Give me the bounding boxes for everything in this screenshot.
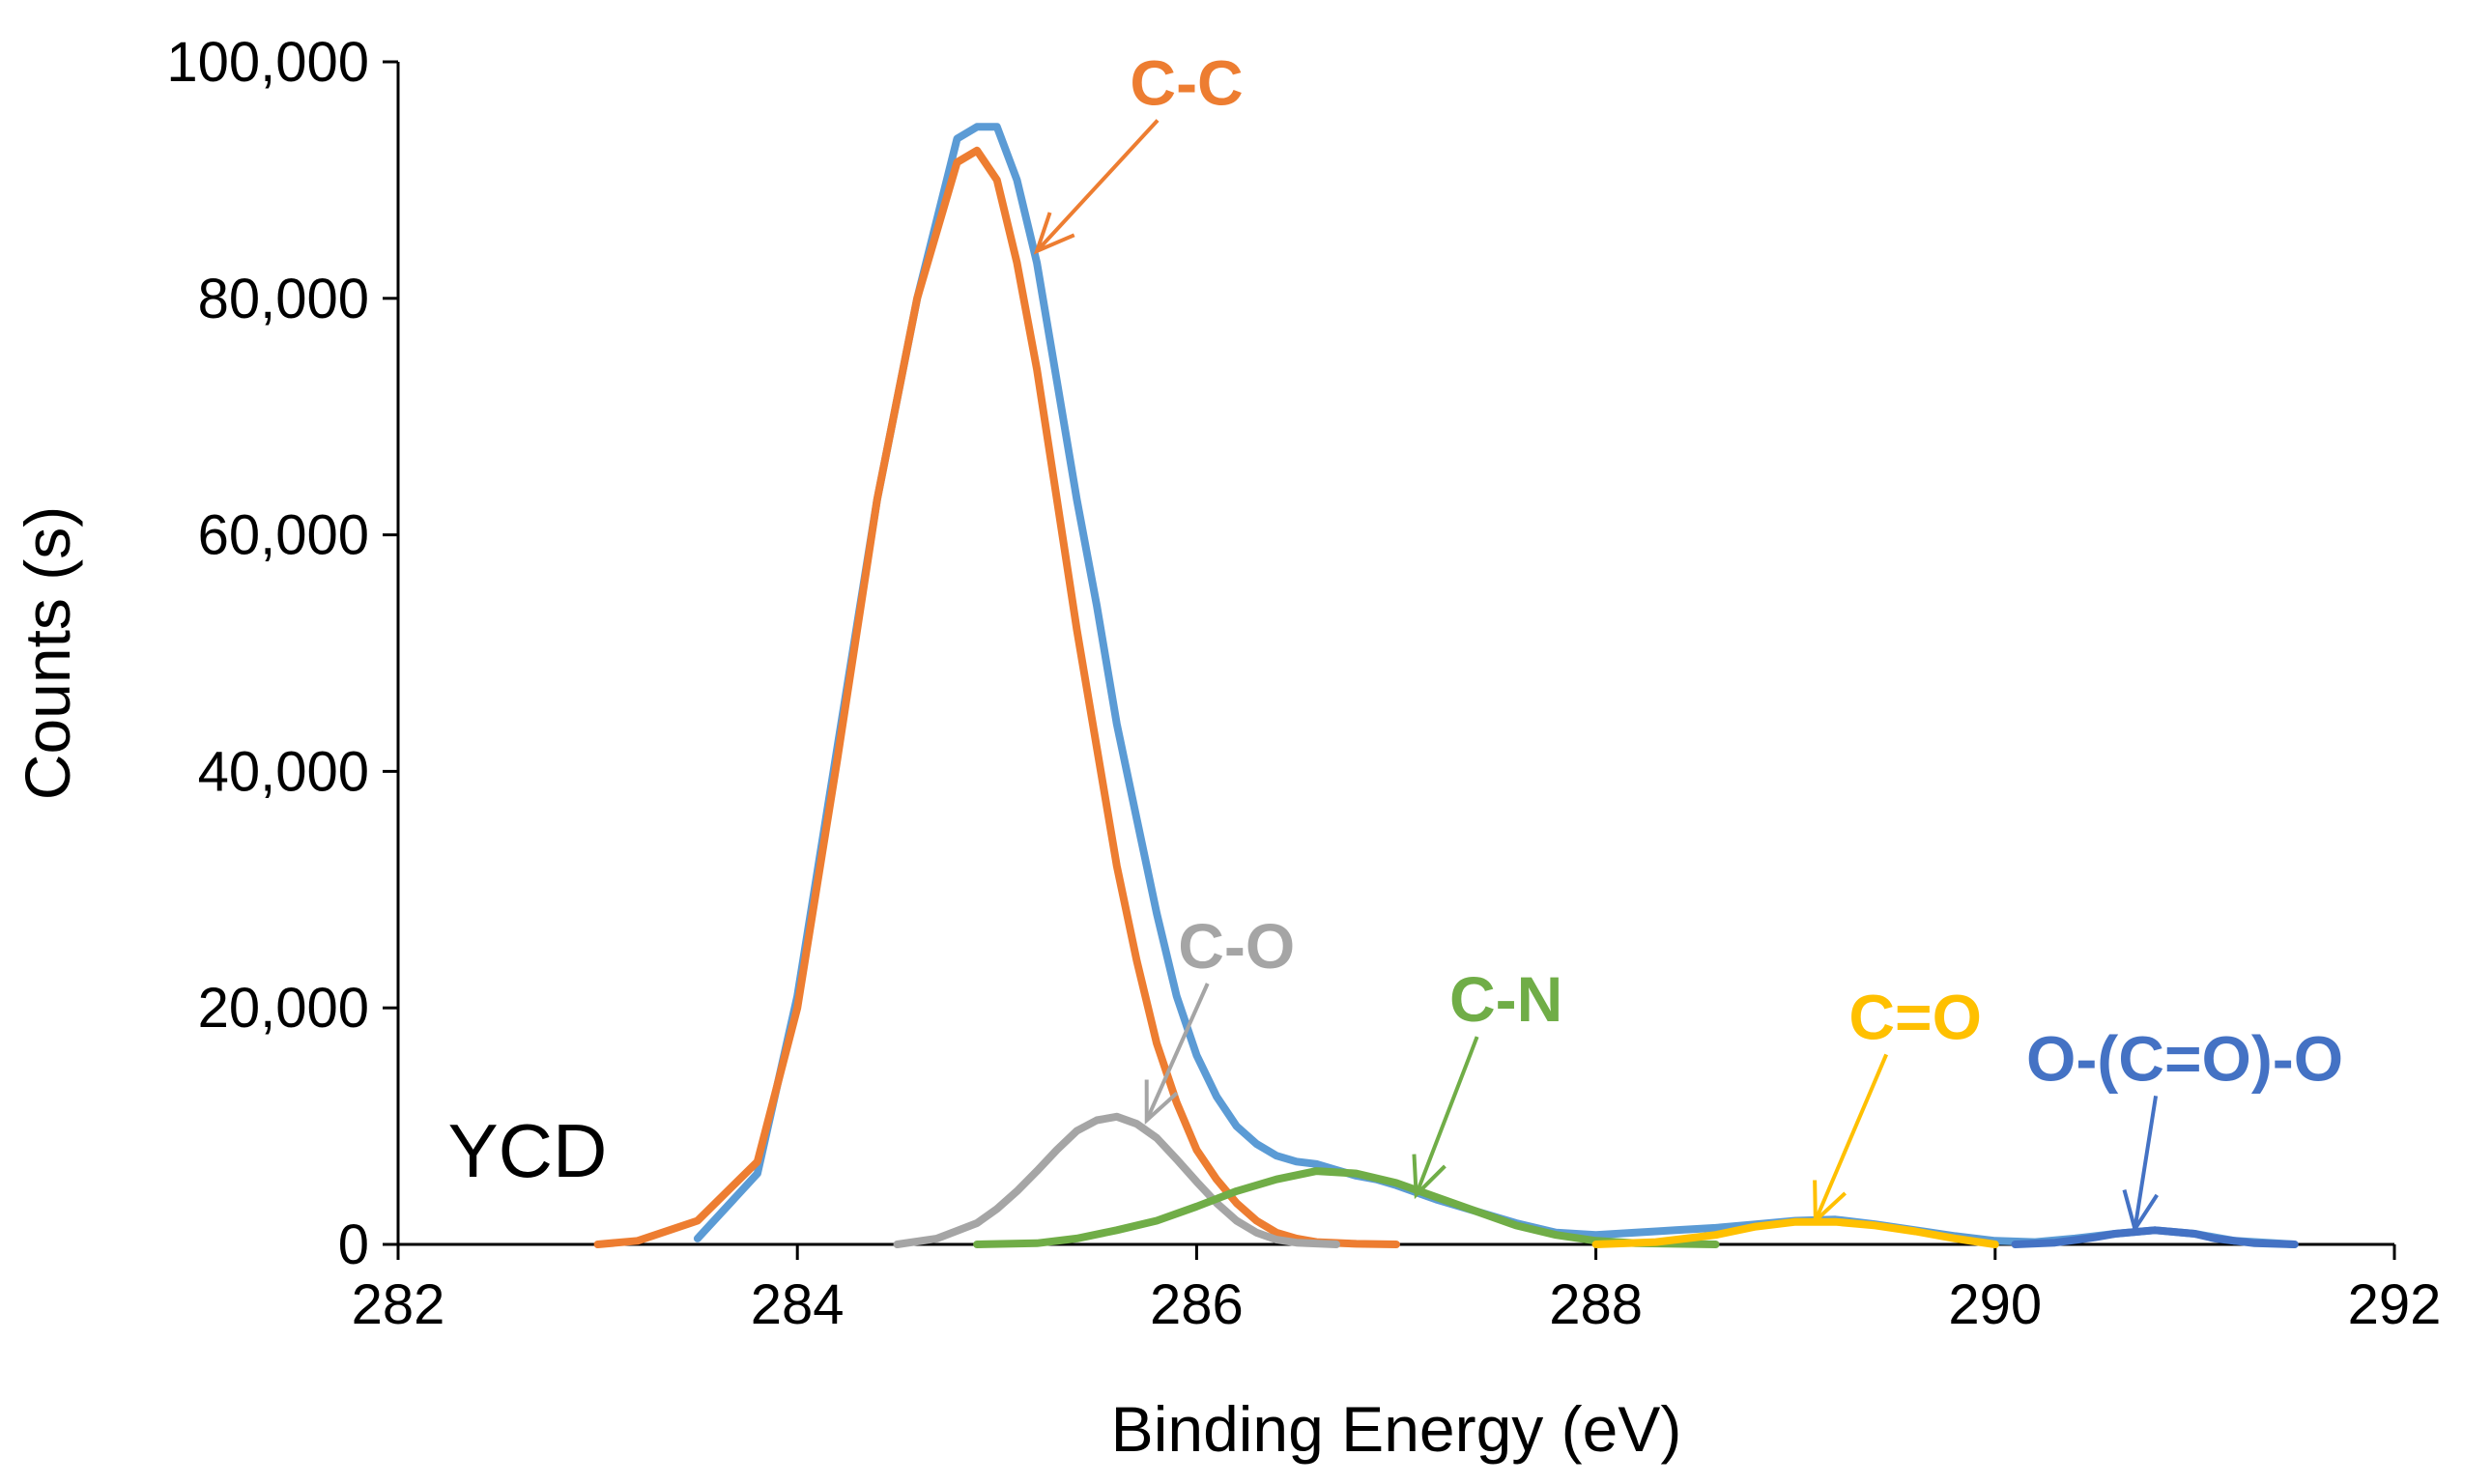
annotation-arrowhead-c-c <box>1033 212 1075 255</box>
y-tick-label: 20,000 <box>198 977 369 1040</box>
panel-label: YCD <box>448 1108 608 1193</box>
x-tick-label: 290 <box>1948 1273 2042 1336</box>
annotation-arrow-c-o <box>1814 1053 1889 1222</box>
annotation-label-c-c: C-C <box>1130 46 1243 118</box>
annotation-arrowhead-c-o <box>1144 1079 1179 1125</box>
series-group <box>593 123 2299 1248</box>
y-tick-label: 80,000 <box>198 268 369 330</box>
y-tick-label: 40,000 <box>198 740 369 803</box>
x-axis-title: Binding Energy (eV) <box>1111 1393 1682 1465</box>
x-tick-label: 282 <box>352 1273 445 1336</box>
y-axis-title: Counts (s) <box>12 506 83 800</box>
annotation-arrowhead-c-o <box>1813 1180 1848 1226</box>
annotation-label-c-n: C-N <box>1449 963 1562 1035</box>
x-tick-label: 286 <box>1150 1273 1244 1336</box>
axes: 0 20,000 40,000 60,000 80,000 100,000 282 284 28… <box>166 31 2441 1336</box>
annotation-arrowhead-o-c-o-o <box>2122 1189 2159 1234</box>
series-line-c-c <box>593 146 1400 1248</box>
annotations-group: C-C C-O C-N C=O O-(C=O)-O <box>1033 46 2343 1234</box>
series-line-c-o <box>893 1112 1340 1248</box>
annotation-arrow-c-o <box>1144 983 1210 1122</box>
y-tick-label: 60,000 <box>198 504 369 567</box>
annotation-arrow-o-c-o-o <box>2133 1095 2159 1230</box>
annotation-label-o-c-o-o: O-(C=O)-O <box>2026 1022 2343 1094</box>
y-tick-label: 100,000 <box>166 31 369 94</box>
series-line-o-c-o-o <box>2011 1226 2299 1248</box>
annotation-label-c-o: C-O <box>1178 910 1295 982</box>
annotation-arrow-c-n <box>1414 1036 1479 1196</box>
x-tick-label: 292 <box>2348 1273 2442 1336</box>
x-tick-label: 284 <box>751 1273 845 1336</box>
y-tick-label: 0 <box>338 1213 369 1276</box>
annotation-arrowhead-c-n <box>1412 1154 1447 1200</box>
annotation-label-c-o: C=O <box>1848 981 1982 1052</box>
annotation-arrow-c-c <box>1035 119 1160 253</box>
x-tick-label: 288 <box>1549 1273 1643 1336</box>
